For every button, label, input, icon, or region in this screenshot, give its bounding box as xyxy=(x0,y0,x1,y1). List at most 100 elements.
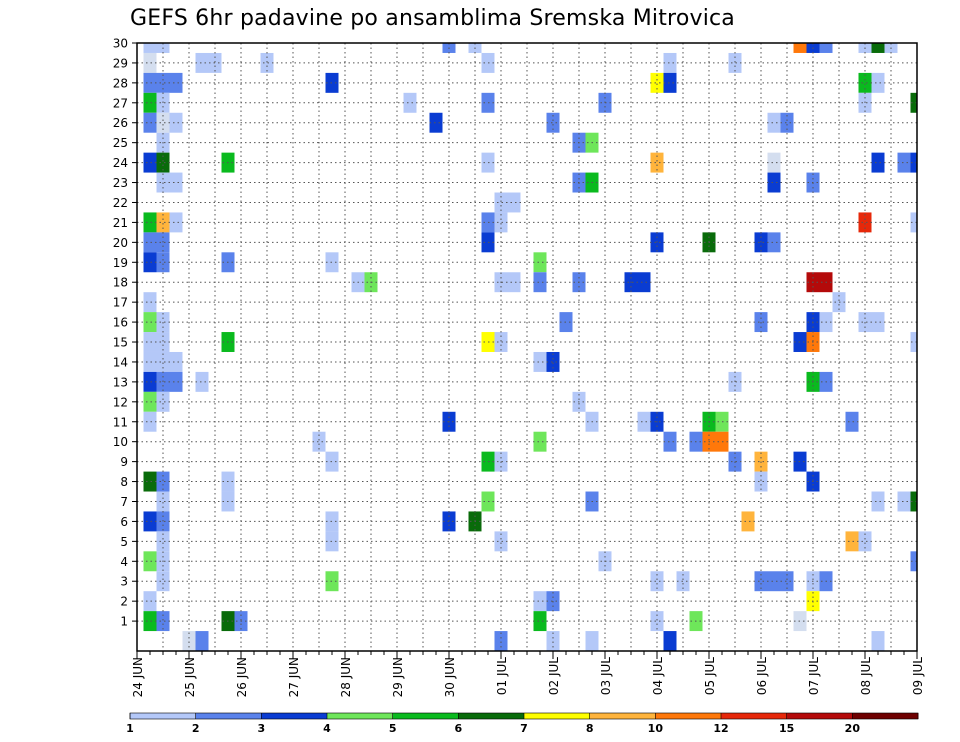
legend-label: 20 xyxy=(845,722,861,735)
heatmap-cell xyxy=(494,212,508,233)
x-axis: 24 JUN 25 JUN 26 JUN 27 JUN 28 JUN 29 JUN 30 J… xyxy=(131,651,925,697)
heatmap-cell xyxy=(260,52,274,73)
heatmap-cell xyxy=(156,351,170,372)
heatmap-cell xyxy=(546,351,560,372)
y-tick-label: 29 xyxy=(113,56,128,70)
heatmap-cell xyxy=(143,511,157,532)
legend-swatch xyxy=(195,713,262,719)
heatmap-cell xyxy=(767,152,781,173)
legend-swatch xyxy=(524,713,591,719)
heatmap-cell xyxy=(871,152,885,173)
legend-label: 6 xyxy=(455,722,463,735)
heatmap-cell xyxy=(767,112,781,133)
y-tick-label: 24 xyxy=(113,156,128,170)
heatmap-cell xyxy=(143,591,157,612)
heatmap-cell xyxy=(143,43,157,53)
heatmap-cell xyxy=(650,571,664,592)
legend-label: 12 xyxy=(713,722,728,735)
chart-title: GEFS 6hr padavine po ansamblima Sremska … xyxy=(130,6,735,31)
y-tick-label: 28 xyxy=(113,76,128,90)
y-tick-label: 11 xyxy=(113,415,128,429)
heatmap-cell xyxy=(143,212,157,233)
heatmap-cell xyxy=(585,631,599,651)
legend-swatch xyxy=(130,713,197,719)
heatmap-cell xyxy=(156,112,170,133)
heatmap-cell xyxy=(143,471,157,492)
heatmap-cell xyxy=(897,491,911,512)
y-tick-label: 8 xyxy=(120,475,128,489)
y-tick-label: 15 xyxy=(113,336,128,350)
heatmap-cell xyxy=(143,52,157,73)
heatmap-cell xyxy=(312,431,326,452)
heatmap-cell xyxy=(156,491,170,512)
heatmap-cell xyxy=(143,332,157,352)
heatmap-cell xyxy=(143,72,157,93)
heatmap-cell xyxy=(143,551,157,572)
heatmap-cell xyxy=(156,212,170,233)
x-tick-label: 03 JUL xyxy=(599,657,613,695)
y-tick-label: 22 xyxy=(113,196,128,210)
y-tick-label: 4 xyxy=(120,555,128,569)
heatmap-cell xyxy=(169,172,183,193)
legend-swatch xyxy=(721,713,788,719)
heatmap-cell xyxy=(143,232,157,253)
heatmap-cell xyxy=(169,112,183,133)
y-tick-label: 23 xyxy=(113,176,128,190)
heatmap-cell xyxy=(494,531,508,552)
heatmap-cell xyxy=(858,72,872,93)
y-tick-label: 19 xyxy=(113,256,128,270)
legend-label: 7 xyxy=(520,722,528,735)
heatmap-cell xyxy=(156,471,170,492)
y-tick-label: 27 xyxy=(113,96,128,110)
heatmap-cell xyxy=(143,152,157,173)
heatmap-cell xyxy=(728,52,742,73)
heatmap-cell xyxy=(897,152,911,173)
heatmap-cell xyxy=(754,471,768,492)
y-tick-label: 20 xyxy=(113,236,128,250)
heatmap-cell xyxy=(533,591,547,612)
heatmap-cell xyxy=(169,72,183,93)
heatmap-cell xyxy=(767,172,781,193)
heatmap-cell xyxy=(507,272,521,293)
y-tick-label: 2 xyxy=(120,595,128,609)
x-tick-label: 27 JUN xyxy=(287,657,301,697)
legend-label: 10 xyxy=(648,722,664,735)
legend-swatch xyxy=(392,713,459,719)
y-tick-label: 21 xyxy=(113,216,128,230)
heatmap-cell xyxy=(910,152,917,173)
heatmap-cell xyxy=(546,631,560,651)
heatmap-cell xyxy=(143,92,157,113)
y-tick-label: 13 xyxy=(113,375,128,389)
y-tick-label: 16 xyxy=(113,316,128,330)
x-tick-label: 02 JUL xyxy=(547,657,561,695)
heatmap-cell xyxy=(858,531,872,552)
heatmap-cell xyxy=(195,371,209,392)
heatmap-cell xyxy=(533,611,547,632)
heatmap-cell xyxy=(494,631,508,651)
heatmap-cell xyxy=(156,252,170,273)
x-tick-label: 07 JUL xyxy=(807,657,821,695)
heatmap-cell xyxy=(182,631,196,651)
heatmap-cell xyxy=(910,92,917,113)
heatmap-cell xyxy=(156,72,170,93)
heatmap-cell xyxy=(650,152,664,173)
heatmap-cell xyxy=(910,491,917,512)
y-tick-label: 18 xyxy=(113,276,128,290)
x-tick-label: 25 JUN xyxy=(183,657,197,697)
legend-label: 2 xyxy=(192,722,200,735)
heatmap-cell xyxy=(871,72,885,93)
heatmap-cell xyxy=(741,511,755,532)
heatmap-cell xyxy=(637,272,651,293)
x-tick-label: 24 JUN xyxy=(131,657,145,697)
heatmap-cell xyxy=(169,351,183,372)
legend-label: 3 xyxy=(258,722,266,735)
heatmap-cell xyxy=(754,571,768,592)
heatmap-cell xyxy=(143,312,157,333)
heatmap-cell xyxy=(195,52,209,73)
heatmap-cell xyxy=(156,152,170,173)
legend-swatch xyxy=(786,713,853,719)
heatmap-cell xyxy=(143,252,157,273)
legend-swatch xyxy=(852,713,919,719)
heatmap-cell xyxy=(533,431,547,452)
